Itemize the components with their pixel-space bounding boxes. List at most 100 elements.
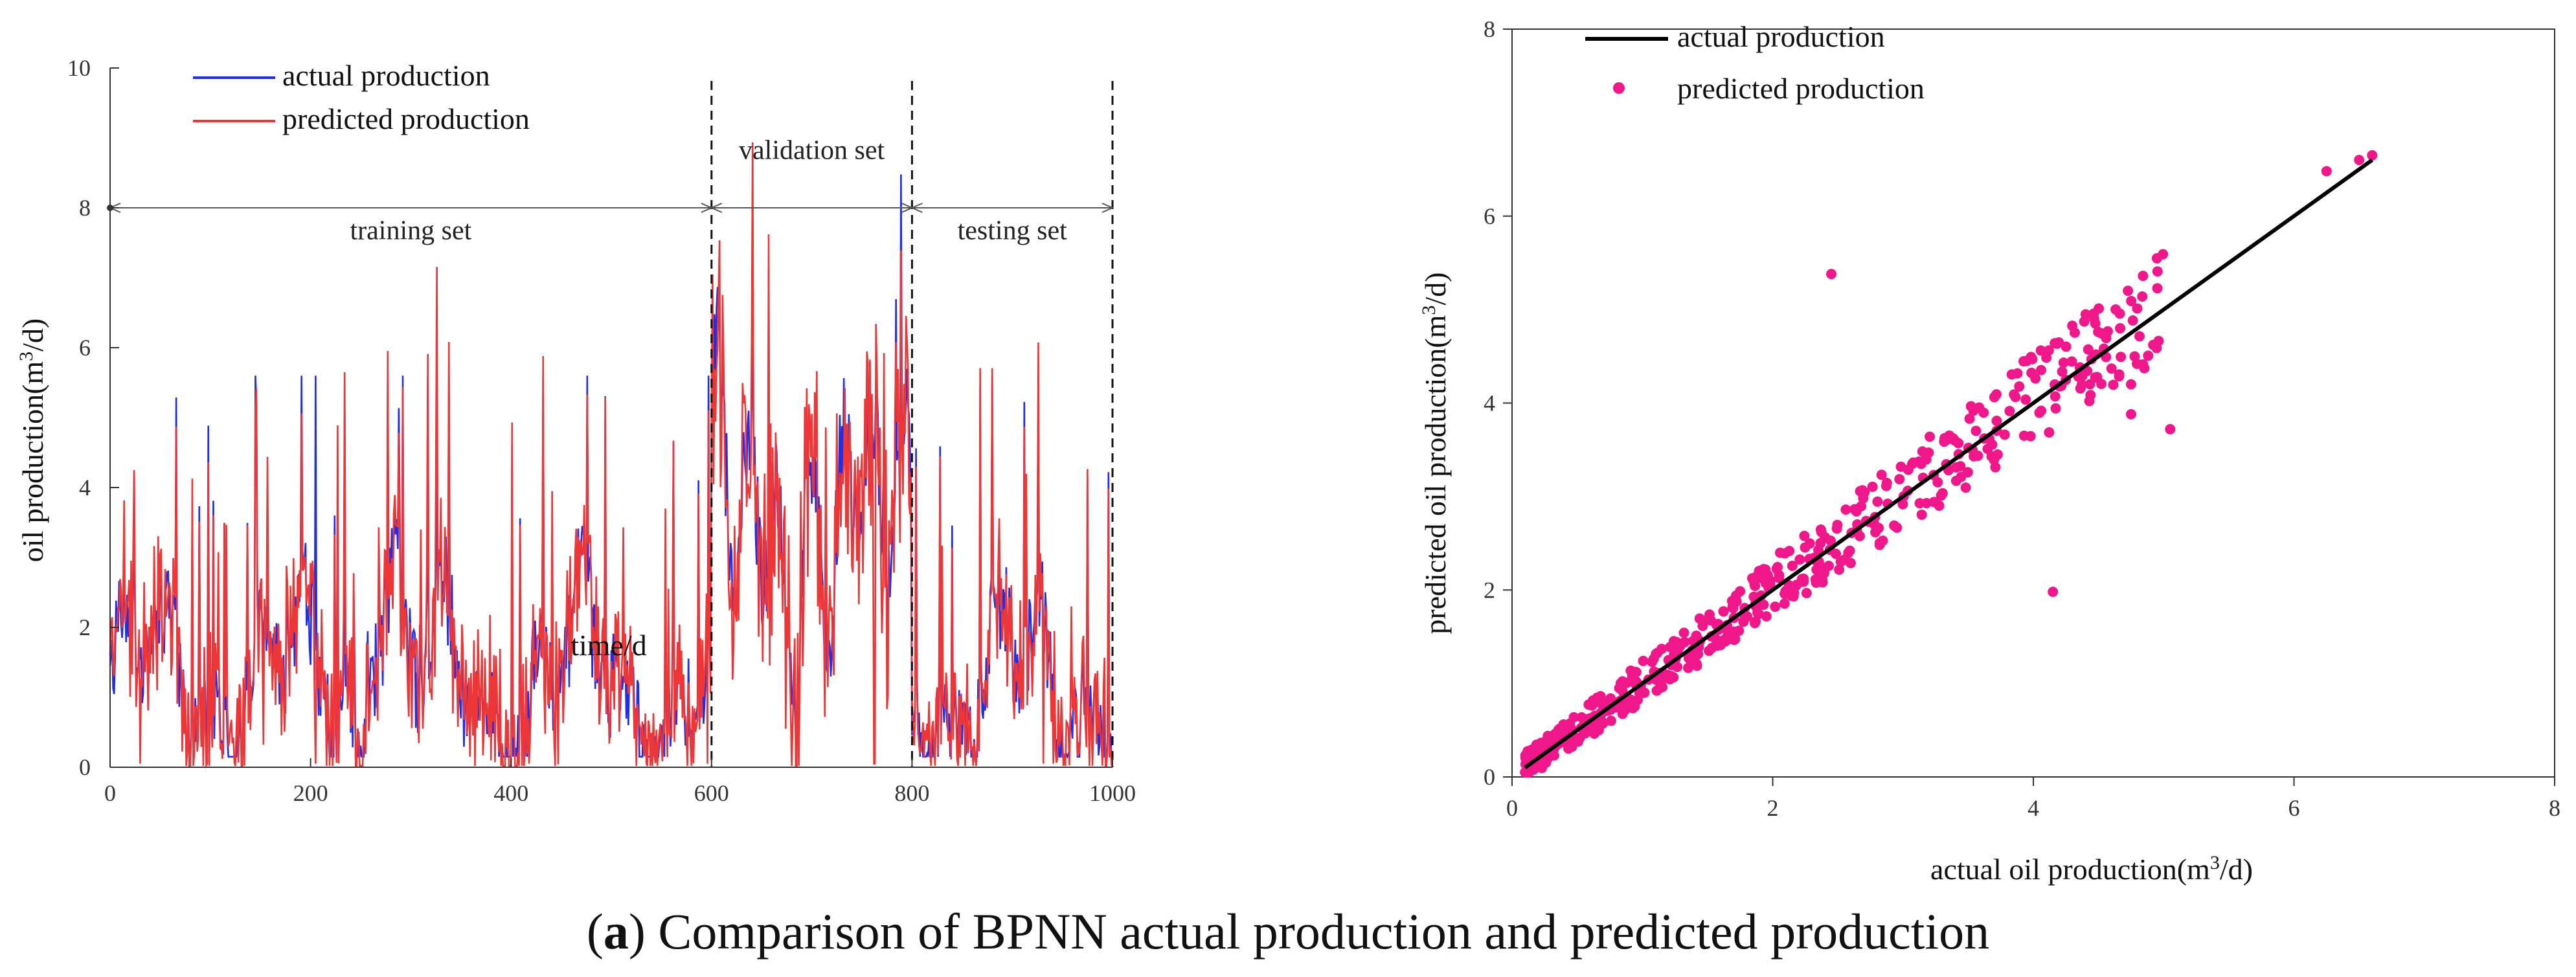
scatter-point [2027,354,2038,365]
scatter-point [1932,477,1943,488]
scatter-axes [1503,28,2555,786]
scatter-point [1897,499,1908,510]
scatter-point [1974,402,1985,413]
scatter-point [1538,757,1549,768]
scatter-point [1784,546,1795,557]
scatter-point [1831,548,1842,559]
scatter-point [1592,692,1603,703]
scatter-point [2143,350,2154,361]
scatter-point [2139,363,2150,374]
scatter-point [2134,331,2145,342]
scatter-point [1831,523,1842,534]
scatter-point [1698,616,1709,627]
scatter-point [1965,401,1976,412]
region-label-validation: validation set [739,135,885,165]
y-tick-label-0: 0 [79,754,91,780]
scatter-point [1788,591,1799,602]
scatter-point [2165,423,2176,434]
scatter-point [1671,662,1682,673]
scatter-point [2096,328,2107,339]
x-tick-label-600: 600 [694,780,729,806]
scatter-point [1683,653,1694,664]
scatter-point [1774,570,1785,581]
scatter-point [1718,606,1729,617]
scatter-x-axis-label: actual oil production(m3/d) [1930,852,2253,886]
validation-arrow-head-left [710,203,723,213]
scatter-point [1800,542,1811,553]
scatter-point [1941,434,1952,445]
scatter-point [1651,685,1662,696]
scatter-point [1679,636,1690,647]
scatter-point [1584,699,1595,710]
time-series-chart: 0 200 400 600 800 1000 0 2 4 6 8 10 training set va… [16,55,1136,806]
scatter-point [1989,392,2000,403]
scatter-y-axis-label: predicted oil production(m3/d) [1418,272,1452,634]
scatter-point [2070,327,2081,338]
scatter-point [1903,464,1914,475]
scatter-point [2050,403,2061,414]
scatter-point [2094,303,2105,314]
scatter-point [1593,724,1604,736]
scatter-point [1956,471,1967,482]
scatter-point [1720,636,1731,647]
scatter-point [1758,599,1769,610]
scatter-point [1928,497,1939,508]
x-axis-label: time/d [571,629,647,662]
y-tick-label-8: 8 [79,195,91,221]
y-tick-label-10: 10 [67,55,91,81]
testing-arrow-head-right [1102,203,1114,213]
scatter-point [2044,427,2055,438]
region-label-training: training set [350,216,472,246]
scatter-point [2050,391,2061,402]
scatter-point [2114,369,2125,380]
x-tick-label-0: 0 [104,780,116,806]
scatter-point [1537,742,1548,753]
scatter-point [1854,530,1865,541]
scatter-point [2083,344,2094,355]
scatter-chart: 0 2 4 6 8 0 2 4 6 8 actual production predicted p… [1418,16,2560,886]
scatter-point [1794,554,1805,565]
scatter-point [2009,389,2020,400]
scatter-point [1872,496,1883,507]
scatter-x-tick-label-0: 0 [1506,795,1518,821]
scatter-point [1750,618,1761,629]
x-tick-label-400: 400 [493,780,528,806]
scatter-point [2152,266,2163,277]
scatter-point [1691,660,1702,671]
legend-point-label: predicted production [1677,72,1925,105]
scatter-point [2048,587,2059,598]
scatter-point [1520,752,1531,763]
scatter-point [2096,378,2107,389]
scatter-point [1873,522,1884,533]
scatter-point [1881,480,1892,491]
time-series-axes [109,67,1113,768]
scatter-point [1949,435,1960,446]
scatter-point [2004,405,2015,416]
scatter-point [2030,373,2041,384]
scatter-y-tick-label-4: 4 [1484,390,1495,416]
scatter-y-tick-label-6: 6 [1484,203,1495,229]
scatter-point [1834,564,1845,575]
scatter-point [1726,596,1737,607]
y-tick-label-6: 6 [79,335,91,361]
time-series-lines [109,142,1113,769]
scatter-point [2085,379,2096,390]
legend-predicted-label: predicted production [282,102,530,135]
scatter-point [1566,741,1577,752]
scatter-point [1638,655,1649,666]
scatter-point [1678,627,1689,638]
series-predicted-line [109,142,1113,769]
x-tick-label-200: 200 [293,780,328,806]
caption-label: a [604,903,629,960]
scatter-point [2066,356,2077,367]
x-tick-label-1000: 1000 [1089,780,1136,806]
scatter-point [1969,451,1980,462]
time-series-legend: actual production predicted production [193,59,530,135]
scatter-point [1894,474,1905,485]
scatter-point [1799,530,1810,541]
scatter-point [2012,368,2023,379]
scatter-point [2057,366,2068,377]
scatter-point [1761,611,1772,622]
legend-actual-label: actual production [282,59,490,92]
legend-point-swatch [1613,82,1625,94]
